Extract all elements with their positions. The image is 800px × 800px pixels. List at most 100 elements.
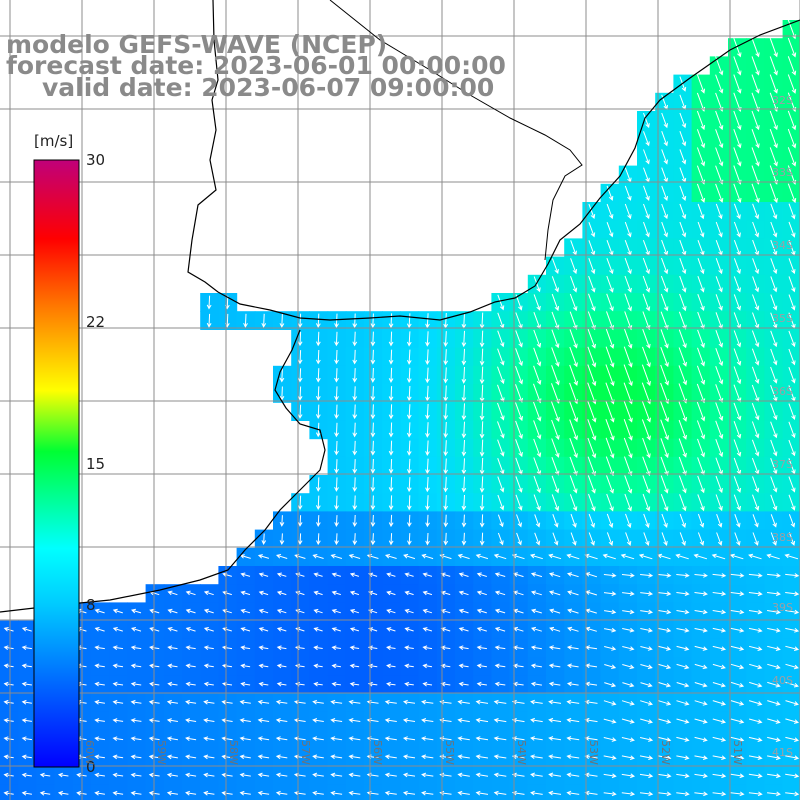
wind-arrow [548,553,562,560]
wind-arrow [388,349,394,365]
wind-arrow [643,532,650,546]
wind-arrow [748,718,763,724]
wind-arrow [603,700,617,706]
coastline-river-plate [0,329,326,613]
latitude-label: 33S [772,166,793,179]
wind-arrow [694,718,708,724]
wind-arrow [715,330,723,348]
wind-arrow [733,129,742,149]
wind-arrow [3,718,14,723]
wind-arrow [458,645,469,650]
wind-arrow [769,38,778,58]
wind-arrow [767,573,781,578]
wind-arrow [676,773,690,779]
wind-arrow [566,754,580,759]
wind-arrow [715,147,724,167]
wind-arrow [149,681,160,687]
wind-arrow [297,404,303,419]
wind-arrow [605,346,615,368]
wind-arrow [660,329,669,349]
wind-arrow [660,364,669,386]
wind-arrow [733,56,742,76]
wind-arrow [406,385,412,402]
wind-arrow [149,645,160,650]
wind-arrow [785,700,799,706]
wind-arrow [315,404,321,420]
wind-arrow [206,295,212,310]
wind-arrow [422,590,433,596]
wind-arrow [569,494,578,512]
wind-arrow [785,755,800,761]
wind-arrow [643,513,650,529]
wind-arrow [587,346,597,368]
wind-arrow [276,645,287,651]
wind-arrow [569,346,578,368]
wind-arrow [788,203,796,220]
wind-arrow [185,754,197,760]
wind-arrow [548,772,562,778]
wind-arrow [185,590,196,596]
wind-arrow [716,514,723,528]
wind-arrow [788,421,796,439]
wind-arrow [422,663,433,669]
wind-arrow [406,440,412,456]
wind-arrow [694,663,708,670]
wind-arrow [493,718,507,723]
wind-arrow [752,276,760,293]
wind-arrow [352,477,358,492]
wind-arrow [443,403,449,420]
wind-arrow [621,737,635,742]
wind-arrow [678,365,688,386]
wind-arrow [167,663,178,669]
wind-arrow [461,439,467,457]
wind-arrow [548,663,561,669]
wind-arrow [730,663,745,670]
wind-arrow [94,645,105,650]
wind-arrow [258,608,269,614]
wind-arrow [642,257,650,275]
wind-arrow [587,419,597,441]
wind-arrow [240,572,251,577]
wind-arrow [752,532,759,546]
wind-arrow [570,513,577,528]
wind-cell [582,784,602,800]
wind-arrow [406,495,412,511]
wind-arrow [767,591,781,597]
wind-arrow [479,532,485,546]
wind-arrow [240,663,251,669]
wind-arrow [94,663,105,669]
wind-arrow [479,494,485,511]
wind-arrow [604,646,617,651]
wind-arrow [676,573,690,578]
wind-cell [527,784,547,800]
wind-arrow [622,627,635,633]
wind-arrow [57,790,69,796]
wind-arrow [696,74,706,94]
wind-arrow [769,183,778,204]
wind-arrow [660,275,669,293]
wind-cell [746,784,765,800]
wind-arrow [330,772,343,778]
wind-arrow [458,681,469,687]
wind-cell [291,784,310,800]
wind-arrow [443,458,449,475]
wind-arrow [257,790,270,796]
wind-arrow [497,476,505,493]
wind-arrow [696,110,706,131]
wind-arrow [694,773,708,779]
wind-arrow [678,311,687,330]
wind-arrow [748,553,762,560]
wind-arrow [511,553,525,560]
wind-arrow [715,384,724,403]
wind-arrow [642,437,651,459]
wind-arrow [457,553,470,560]
wind-arrow [112,608,123,614]
wind-arrow [622,682,635,688]
wind-arrow [785,791,800,797]
wind-arrow [443,532,449,546]
wind-arrow [21,718,32,723]
coastline [187,0,800,321]
wind-arrow [297,533,303,546]
wind-arrow [752,258,760,275]
wind-arrow [751,74,760,94]
